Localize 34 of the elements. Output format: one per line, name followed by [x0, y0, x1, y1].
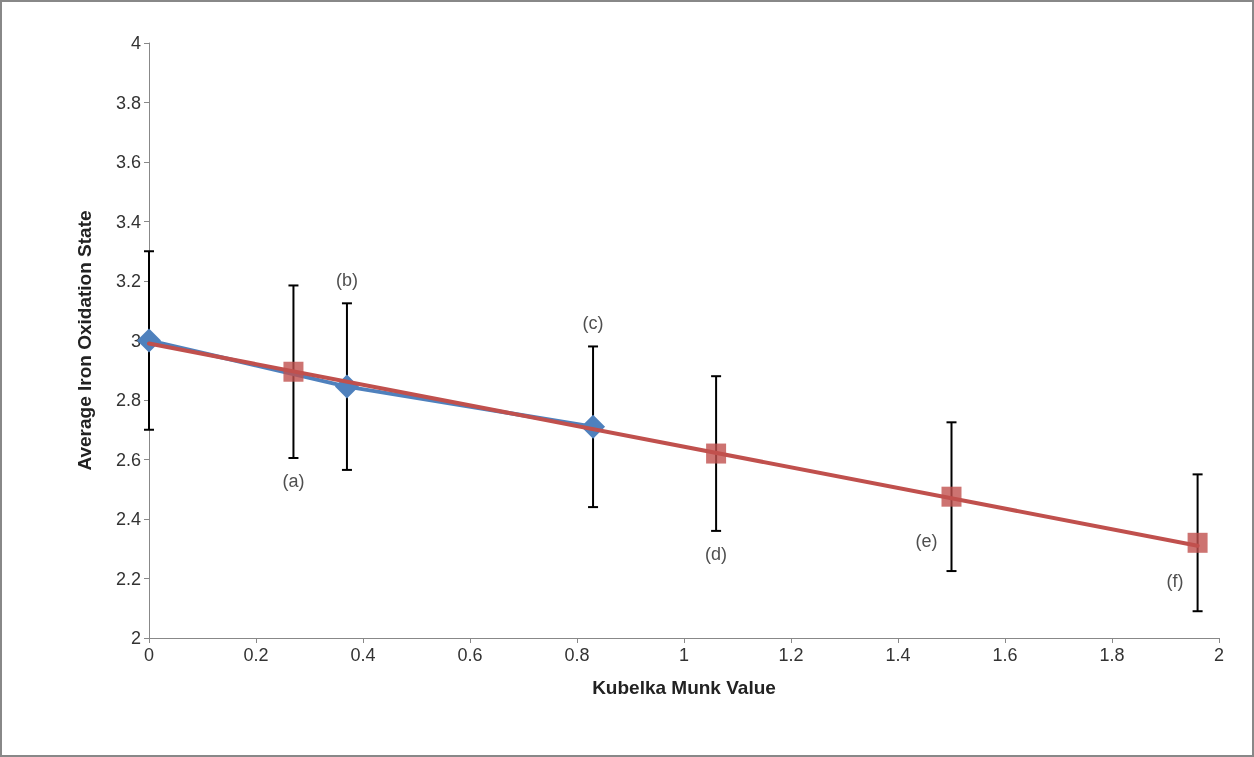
- annotation: (d): [705, 543, 728, 564]
- y-tick-label: 4: [130, 33, 141, 53]
- y-tick-label: 2.4: [115, 509, 141, 529]
- annotation: (b): [335, 270, 358, 291]
- x-tick-label: 1.2: [778, 645, 804, 665]
- y-tick-label: 3.2: [115, 271, 141, 291]
- y-tick-label: 2.6: [115, 449, 141, 470]
- y-tick-label: 2.2: [115, 568, 141, 589]
- annotation: (a): [282, 471, 305, 492]
- x-tick-label: 2: [1213, 645, 1225, 665]
- x-tick-label: 1.8: [1099, 645, 1125, 665]
- x-tick-label: 1.4: [885, 645, 911, 665]
- point: [283, 361, 304, 382]
- point: [706, 443, 727, 464]
- annotation: (e): [915, 531, 938, 552]
- y-tick-label: 3.4: [115, 211, 141, 232]
- x-tick-label: 0.2: [243, 645, 269, 665]
- y-tick-label: 3.6: [115, 152, 141, 172]
- y-tick-label: 2: [130, 628, 141, 648]
- annotation: (f): [1166, 571, 1184, 592]
- x-tick-label: 0.4: [350, 645, 376, 665]
- x-tick-label: 0.6: [457, 645, 483, 665]
- y-tick-label: 3.8: [115, 92, 141, 113]
- y-tick-label: 3: [130, 330, 141, 351]
- x-axis-title: Kubelka Munk Value: [592, 677, 776, 698]
- y-tick-label: 2.8: [115, 390, 141, 410]
- point: [941, 486, 962, 507]
- x-tick-label: 1: [678, 645, 690, 665]
- y-axis-title: Average Iron Oxidation State: [74, 210, 95, 471]
- point: [1187, 532, 1208, 553]
- x-tick-label: 1.6: [992, 645, 1018, 665]
- x-tick-label: 0: [143, 645, 155, 665]
- annotation: (c): [582, 313, 604, 334]
- x-tick-label: 0.8: [564, 645, 590, 665]
